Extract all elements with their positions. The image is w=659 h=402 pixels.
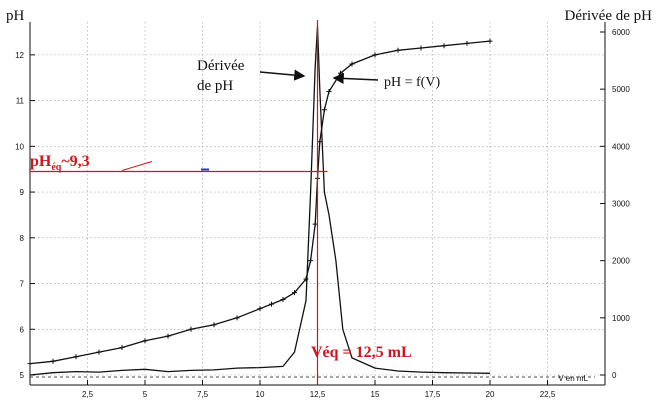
ph-data-point: [50, 358, 56, 364]
ph-curve-annotation: pH = f(V): [384, 75, 440, 90]
ph-data-point: [280, 297, 286, 303]
ph-eq-tick-stroke: [121, 161, 153, 171]
ph-data-point: [326, 88, 332, 94]
ph-data-point: [312, 221, 318, 227]
x-tick-label: 7,5: [197, 390, 209, 399]
right-axis-title: Dérivée de pH: [565, 8, 653, 24]
ph-data-point: [27, 361, 33, 367]
ph-data-point: [142, 338, 148, 344]
ph-data-point: [464, 40, 470, 46]
y-right-tick-label: 6000: [612, 28, 630, 37]
y-right-tick-label: 3000: [612, 200, 630, 209]
ph-data-point: [234, 315, 240, 321]
y-left-tick-label: 10: [15, 142, 24, 151]
ph-data-point: [418, 45, 424, 51]
ph-data-point: [73, 354, 79, 360]
x-unit-label: V en mL: [558, 374, 588, 383]
y-left-tick-label: 11: [16, 97, 25, 106]
ph-eq-annotation: pHéq~9,3: [30, 153, 90, 173]
x-tick-label: 22,5: [540, 390, 556, 399]
annotations: [30, 20, 379, 385]
ph-data-point: [165, 333, 171, 339]
x-tick-label: 12,5: [310, 390, 326, 399]
derivative-annotation-line2: de pH: [197, 78, 233, 94]
derivative-curve-line: [29, 26, 491, 376]
x-tick-label: 5: [143, 390, 148, 399]
ph-data-point: [96, 349, 102, 355]
left-axis-title: pH: [6, 8, 25, 24]
ph-eq-prefix: pH: [30, 153, 52, 170]
ph-data-point: [487, 38, 493, 44]
y-right-tick-label: 2000: [612, 257, 630, 266]
tick-labels: 2,5 5 7,5 10 12,5 15 17,5 20 22,5 5 6 7 8 9 10 11 12 0 100…: [15, 28, 630, 399]
series-layer: [27, 26, 493, 376]
ph-data-point: [317, 139, 323, 145]
ph-data-point: [257, 306, 263, 312]
y-left-tick-label: 6: [20, 325, 25, 334]
ph-eq-value: ~9,3: [61, 153, 89, 170]
y-right-tick-label: 1000: [612, 314, 630, 323]
y-left-tick-label: 5: [20, 371, 25, 380]
ph-data-point: [292, 290, 297, 296]
ph-data-point: [119, 345, 125, 351]
ph-data-point: [372, 52, 378, 58]
derivative-arrow: [259, 69, 306, 81]
y-left-tick-label: 8: [20, 234, 25, 243]
y-right-tick-label: 4000: [612, 142, 630, 151]
y-right-tick-label: 0: [612, 371, 617, 380]
derivative-annotation-line1: Dérivée: [197, 58, 245, 74]
x-tick-label: 15: [371, 390, 380, 399]
x-tick-label: 2,5: [82, 390, 94, 399]
y-left-tick-label: 9: [20, 188, 25, 197]
ph-eq-subscript: éq: [51, 162, 61, 173]
ph-data-point: [308, 258, 314, 264]
x-tick-label: 17,5: [425, 390, 441, 399]
y-left-tick-label: 12: [15, 51, 24, 60]
ph-data-point: [269, 301, 274, 307]
ph-data-point: [395, 47, 401, 53]
ph-data-point: [321, 107, 327, 113]
ph-data-point: [349, 61, 355, 67]
ph-curve-arrow: [332, 72, 379, 85]
ph-data-point: [441, 43, 447, 49]
x-tick-label: 20: [486, 390, 495, 399]
ph-data-point: [211, 322, 217, 328]
y-left-tick-label: 7: [20, 280, 25, 289]
x-tick-label: 10: [256, 390, 265, 399]
y-right-tick-label: 5000: [612, 85, 630, 94]
ph-data-point: [303, 276, 309, 282]
v-eq-annotation: Véq = 12,5 mL: [311, 344, 412, 361]
ph-data-point: [188, 326, 194, 332]
